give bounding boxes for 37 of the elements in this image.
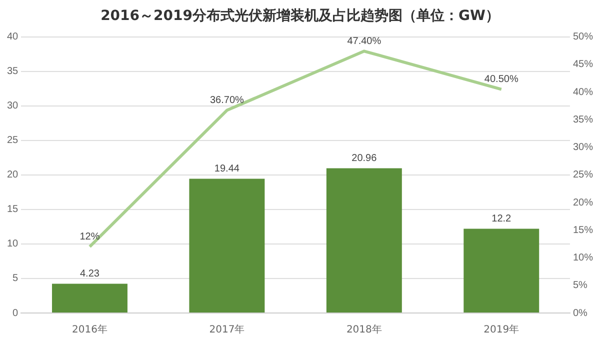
data-label: 12.2	[492, 214, 512, 225]
y-tick-label: 30	[7, 100, 19, 112]
y-tick-label: 0	[12, 308, 19, 319]
bar	[464, 228, 540, 312]
y2-tick-label: 25%	[572, 170, 594, 181]
data-label: 40.50%	[484, 74, 518, 86]
y-tick-label: 10	[7, 238, 19, 250]
y-tick-label: 25	[7, 135, 19, 146]
x-tick-label: 2019年	[484, 324, 520, 336]
y-tick-label: 5	[12, 273, 19, 284]
y2-tick-label: 35%	[572, 114, 594, 126]
y2-tick-label: 40%	[572, 86, 594, 98]
y2-tick-label: 0%	[572, 308, 588, 319]
data-label: 19.44	[214, 164, 240, 175]
y-tick-label: 35	[7, 66, 19, 78]
y2-tick-label: 45%	[572, 59, 594, 70]
y-tick-label: 40	[7, 32, 19, 43]
data-label: 47.40%	[347, 36, 382, 47]
x-tick-label: 2017年	[209, 324, 245, 336]
bar	[189, 178, 265, 312]
data-label: 36.70%	[210, 95, 244, 106]
data-label: 12%	[80, 231, 100, 242]
bar	[52, 284, 128, 312]
x-tick-label: 2016年	[72, 324, 108, 336]
y2-tick-label: 15%	[572, 224, 594, 236]
chart-title: 2016～2019分布式光伏新增装机及占比趋势图（单位：GW）	[100, 7, 500, 24]
y-tick-label: 15	[7, 204, 19, 216]
y2-tick-label: 10%	[572, 252, 594, 264]
y-tick-label: 20	[7, 170, 19, 181]
data-label: 4.23	[80, 268, 100, 280]
bar	[326, 168, 402, 312]
data-label: 20.96	[352, 153, 378, 164]
y2-tick-label: 20%	[572, 197, 594, 208]
x-tick-label: 2018年	[346, 324, 382, 336]
y2-tick-label: 50%	[572, 32, 594, 43]
y2-tick-label: 30%	[572, 142, 594, 154]
y2-tick-label: 5%	[572, 280, 588, 292]
